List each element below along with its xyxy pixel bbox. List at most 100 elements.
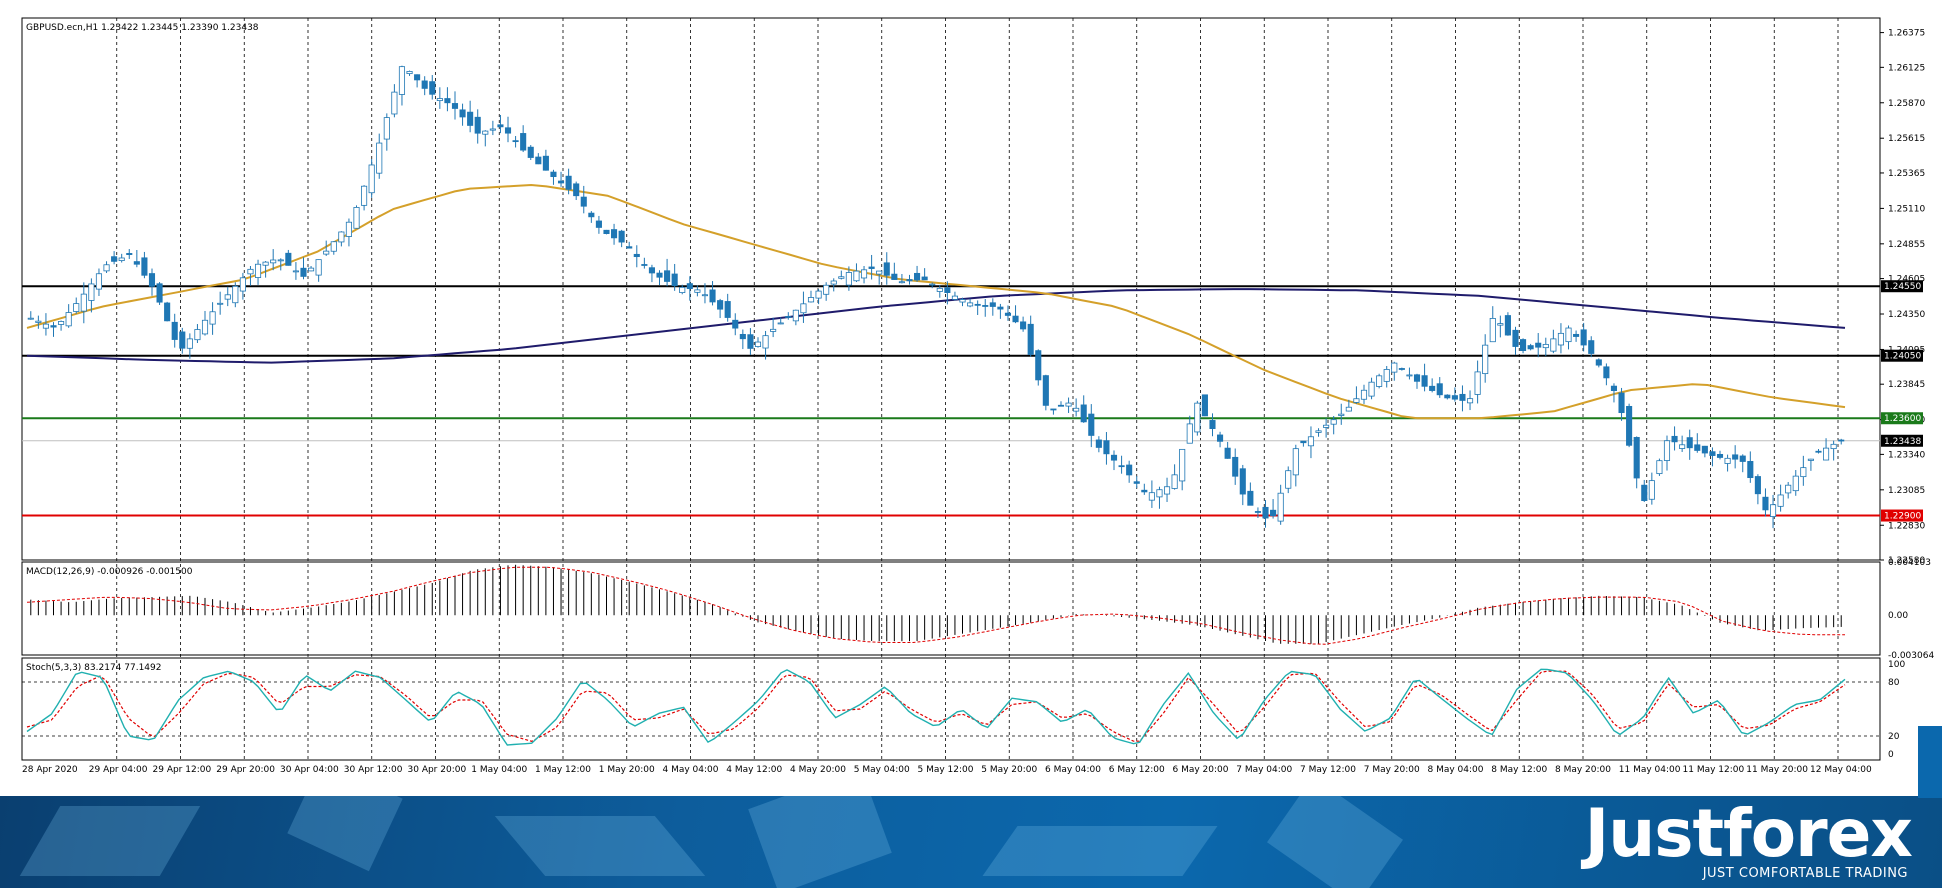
candle-body [1603,366,1610,379]
candle-body [1065,402,1072,407]
candle-body [1482,344,1489,375]
candle-body [398,66,406,95]
candle-body [1444,394,1451,399]
price-tick-label: 1.23085 [1888,486,1925,496]
candle-body [1732,454,1739,460]
candle-body [1436,383,1443,396]
price-tick-label: 1.25110 [1888,204,1925,214]
candle-body [141,257,148,276]
candle-body [1201,394,1208,417]
time-tick-label: 5 May 12:00 [918,765,974,775]
candle-body [883,262,890,276]
time-tick-label: 11 May 12:00 [1683,765,1745,775]
candle-body [664,270,671,282]
candle-body [542,155,549,171]
trading-chart[interactable]: 28 Apr 2020 29 Apr 04:00 29 Apr 12:00 29 Ap… [0,0,1942,796]
candle-body [860,269,868,279]
candle-body [1573,333,1580,337]
candle-body [1239,468,1246,495]
candle-body [1292,448,1299,476]
candle-body [436,98,443,102]
candle-body [1020,321,1027,330]
candle-body [1663,440,1671,461]
candle-body [1156,489,1163,498]
price-tick-label: 1.25870 [1888,99,1925,109]
candle-body [1769,504,1777,517]
candle-body [1701,445,1708,454]
time-tick-label: 6 May 12:00 [1109,765,1165,775]
macd-tick-label: 0.00 [1888,611,1908,621]
candle-body [1323,424,1330,428]
candle-body [323,250,330,255]
level-price-badge [1881,280,1923,293]
time-tick-label: 11 May 04:00 [1619,765,1681,775]
stoch-panel-frame [21,657,1881,761]
level-price-badge [1881,509,1923,522]
candle-body [1800,467,1807,478]
candle-body [1656,460,1663,475]
candle-body [179,331,186,349]
candle-body [277,259,284,262]
candle-body [1421,375,1428,387]
candle-body [1777,494,1784,507]
justforex-logo: Justforex JUST COMFORTABLE TRADING [1582,796,1913,888]
candle-body [504,127,512,134]
candle-body [421,80,428,89]
time-tick-label: 30 Apr 12:00 [344,765,403,775]
price-tick-label: 1.26375 [1888,29,1925,39]
candle-body [1838,439,1845,442]
candle-body [164,302,171,322]
candle-body [573,183,580,197]
candle-body [1110,454,1118,461]
price-tick-label: 1.24605 [1888,275,1925,285]
candle-body [929,283,936,286]
price-tick-label: 1.23340 [1888,450,1925,460]
candle-body [1588,340,1595,354]
candle-body [1368,381,1375,397]
candle-body [1262,506,1269,519]
candle-body [65,312,72,327]
level-price-label: 1.23600 [1884,414,1921,424]
candle-body [1080,404,1087,423]
time-tick-label: 4 May 12:00 [726,765,782,775]
candle-body [1451,395,1458,400]
candle-body [217,302,224,305]
candle-body [27,317,34,320]
candle-body [1429,385,1436,391]
candle-body [1694,444,1701,451]
candle-body [171,321,178,340]
time-tick-label: 8 May 12:00 [1491,765,1547,775]
candle-body [679,286,686,293]
candle-body [1050,408,1057,411]
candle-body [58,321,65,325]
candle-body [648,267,655,274]
candle-body [974,303,981,306]
candle-body [792,309,799,322]
candle-body [717,300,724,310]
candle-body [1580,329,1587,346]
time-tick-label: 7 May 04:00 [1236,765,1292,775]
candle-body [1595,359,1602,366]
time-tick-label: 8 May 04:00 [1428,765,1484,775]
candle-body [80,293,87,312]
candle-body [1376,375,1383,387]
candle-body [580,196,587,207]
candle-body [1315,430,1322,433]
candle-body [467,111,474,126]
stoch-k-line [26,668,1846,746]
level-price-badge [1881,434,1923,447]
candle-body [88,283,95,301]
candle-body [1762,496,1769,511]
candle-body [1550,338,1557,352]
candle-body [345,221,352,237]
candle-body [1095,439,1102,448]
candle-body [1224,447,1231,459]
candle-body [838,276,845,279]
candle-body [1148,492,1155,501]
candle-body [1353,398,1360,403]
candle-body [1830,443,1837,450]
macd-tick-label: 0.004103 [1888,558,1931,568]
candle-body [1126,464,1133,476]
candle-body [785,316,792,318]
candle-body [724,301,731,318]
